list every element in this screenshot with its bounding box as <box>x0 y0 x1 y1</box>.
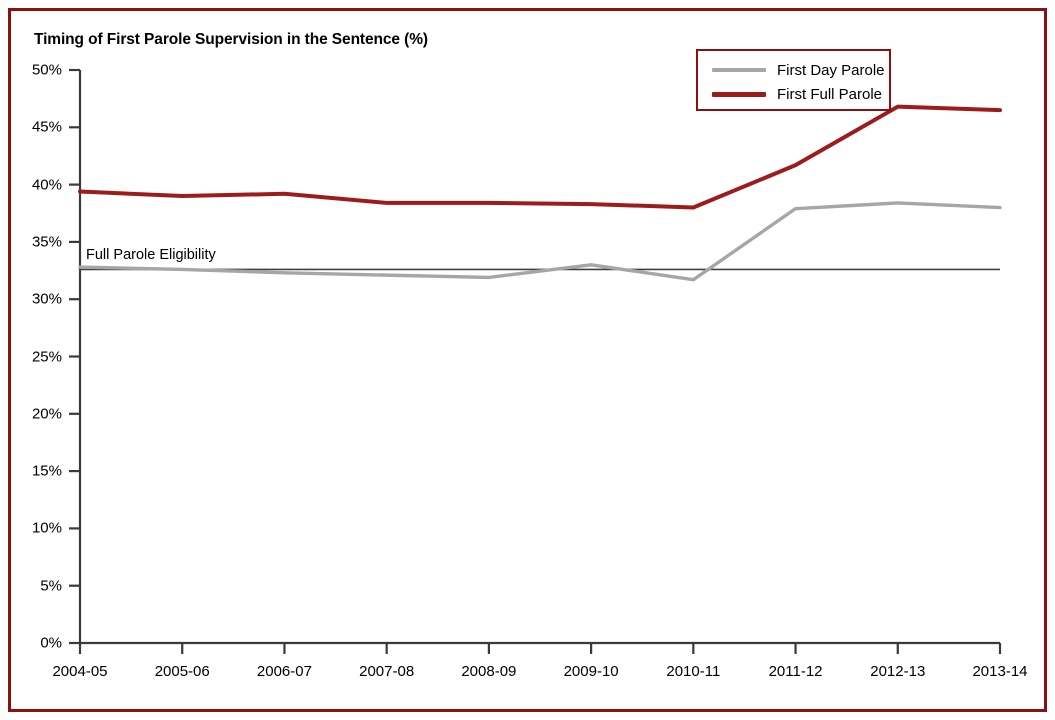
x-axis-tick-label: 2009-10 <box>563 663 619 680</box>
y-axis-tick-label: 40% <box>31 176 62 194</box>
legend-label-first-day-parole: First Day Parole <box>777 61 885 79</box>
y-axis-tick-label: 30% <box>31 290 62 308</box>
y-axis-tick-label: 25% <box>31 348 62 365</box>
x-axis-tick-label: 2010-11 <box>666 663 721 680</box>
y-axis-ticks <box>69 68 80 645</box>
series-line-first-day-parole <box>78 201 1002 282</box>
x-axis-tick-label: 2013-14 <box>972 663 1028 680</box>
data-series-lines <box>78 104 1002 282</box>
x-axis-tick-label: 2004-05 <box>52 663 108 680</box>
x-axis-tick-label: 2006-07 <box>256 663 312 680</box>
x-axis-tick-label: 2012-13 <box>870 663 926 680</box>
y-axis-tick-label: 35% <box>31 233 62 251</box>
x-axis-tick-label: 2011-12 <box>768 663 823 680</box>
y-axis-tick-label: 45% <box>31 118 62 136</box>
y-axis-tick-label: 0% <box>40 634 62 652</box>
x-axis-tick-label: 2008-09 <box>461 663 517 680</box>
chart-legend: First Day Parole First Full Parole <box>696 49 891 111</box>
chart-title: Timing of First Parole Supervision in th… <box>34 31 428 48</box>
series-line-first-full-parole <box>78 104 1002 210</box>
legend-label-first-full-parole: First Full Parole <box>777 85 883 103</box>
reference-line-label: Full Parole Eligibility <box>86 247 216 264</box>
x-axis-tick-label: 2007-08 <box>359 663 415 680</box>
y-axis-tick-label: 15% <box>31 462 62 480</box>
legend-swatch-first-full-parole <box>712 91 766 97</box>
legend-item-first-day-parole: First Day Parole <box>712 59 885 81</box>
y-axis-tick-label: 10% <box>31 519 62 537</box>
x-axis-ticks <box>78 643 1002 654</box>
legend-swatch-first-day-parole <box>712 68 766 72</box>
y-axis-tick-label: 50% <box>31 61 62 79</box>
legend-item-first-full-parole: First Full Parole <box>712 83 882 105</box>
y-axis-tick-label: 20% <box>31 405 62 423</box>
x-axis-tick-label: 2005-06 <box>154 663 210 680</box>
y-axis-tick-label: 5% <box>40 577 62 595</box>
